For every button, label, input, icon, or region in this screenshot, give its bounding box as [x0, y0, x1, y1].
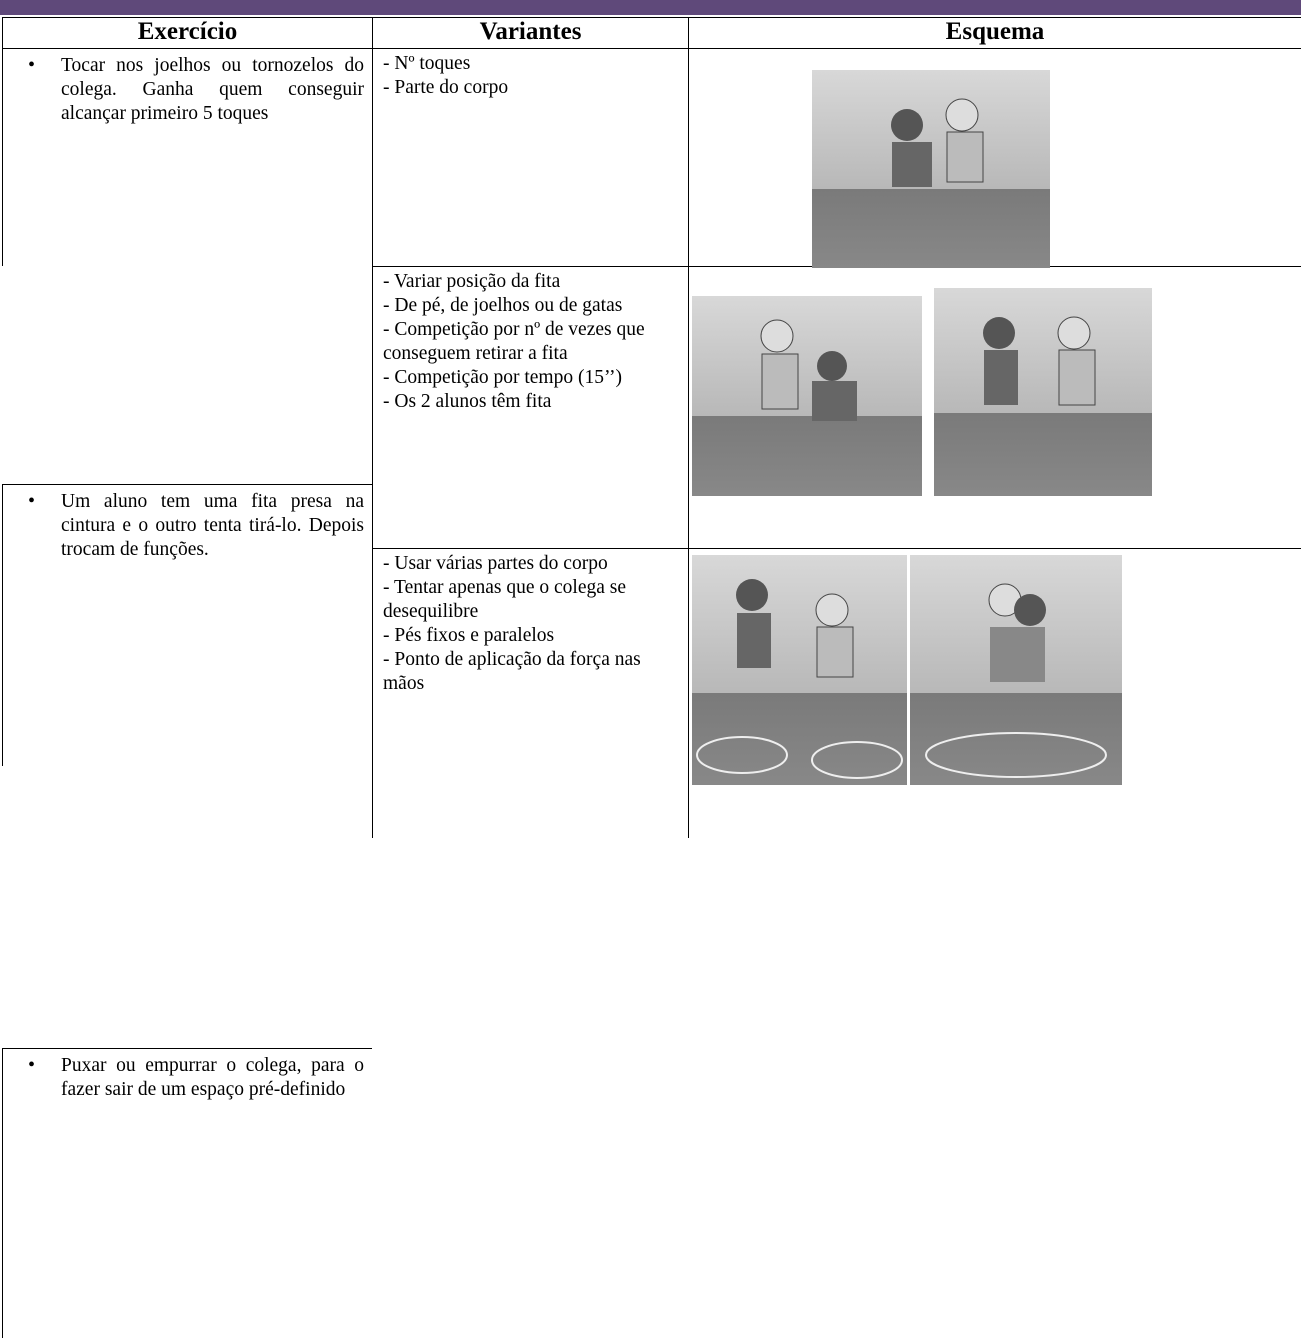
variant: - Variar posição da fita [383, 271, 561, 292]
document: Exercício Variantes Esquema Tocar nos jo… [0, 0, 1301, 827]
illustration [692, 555, 907, 785]
illustration [692, 296, 922, 496]
figures [891, 98, 984, 187]
figures [760, 319, 857, 421]
header-text: Variantes [479, 18, 582, 45]
variant: - De pé, de joelhos ou de gatas [383, 295, 623, 316]
variant: - Parte do corpo [383, 77, 509, 98]
exercise-cell: Puxar ou empurrar o colega, para o fazer… [2, 1048, 372, 1338]
variants-cell: - Variar posição da fita - De pé, de joe… [372, 266, 688, 548]
illustration [910, 555, 1122, 785]
header-text: Exercício [137, 18, 238, 45]
exercise-cell: Um aluno tem uma fita presa na cintura e… [2, 484, 372, 766]
variant: - Tentar apenas que o colega se desequil… [383, 577, 626, 622]
variant: - Os 2 alunos têm fita [383, 391, 552, 412]
header-text: Esquema [945, 18, 1045, 45]
exercise-cell: Tocar nos joelhos ou tornozelos do coleg… [2, 48, 372, 266]
exercise-text: Um aluno tem uma fita presa na cintura e… [61, 491, 364, 560]
variant: - Nº toques [383, 53, 471, 74]
variant: - Ponto de aplicação da força nas mãos [383, 649, 641, 694]
top-bar [0, 0, 1301, 15]
variant: - Competição por nº de vezes que consegu… [383, 319, 645, 364]
scheme-cell [688, 548, 1301, 838]
exercise-text: Tocar nos joelhos ou tornozelos do coleg… [61, 55, 364, 124]
header-cell: Exercício [2, 17, 372, 48]
illustration [812, 70, 1050, 268]
exercise-text: Puxar ou empurrar o colega, para o fazer… [61, 1055, 364, 1100]
illustration [934, 288, 1152, 496]
variant: - Pés fixos e paralelos [383, 625, 555, 646]
variants-cell: - Nº toques - Parte do corpo [372, 48, 688, 266]
scheme-cell [688, 48, 1301, 266]
figures [983, 316, 1096, 406]
page: {"table":{"header":["Exercício","Variant… [0, 0, 1301, 827]
header-cell: Esquema [688, 17, 1301, 48]
header-cell: Variantes [372, 17, 688, 48]
variant: - Competição por tempo (15’’) [383, 367, 622, 388]
variant: - Usar várias partes do corpo [383, 553, 608, 574]
variants-cell: - Usar várias partes do corpo - Tentar a… [372, 548, 688, 838]
figures [925, 583, 1107, 778]
figures [696, 579, 903, 779]
